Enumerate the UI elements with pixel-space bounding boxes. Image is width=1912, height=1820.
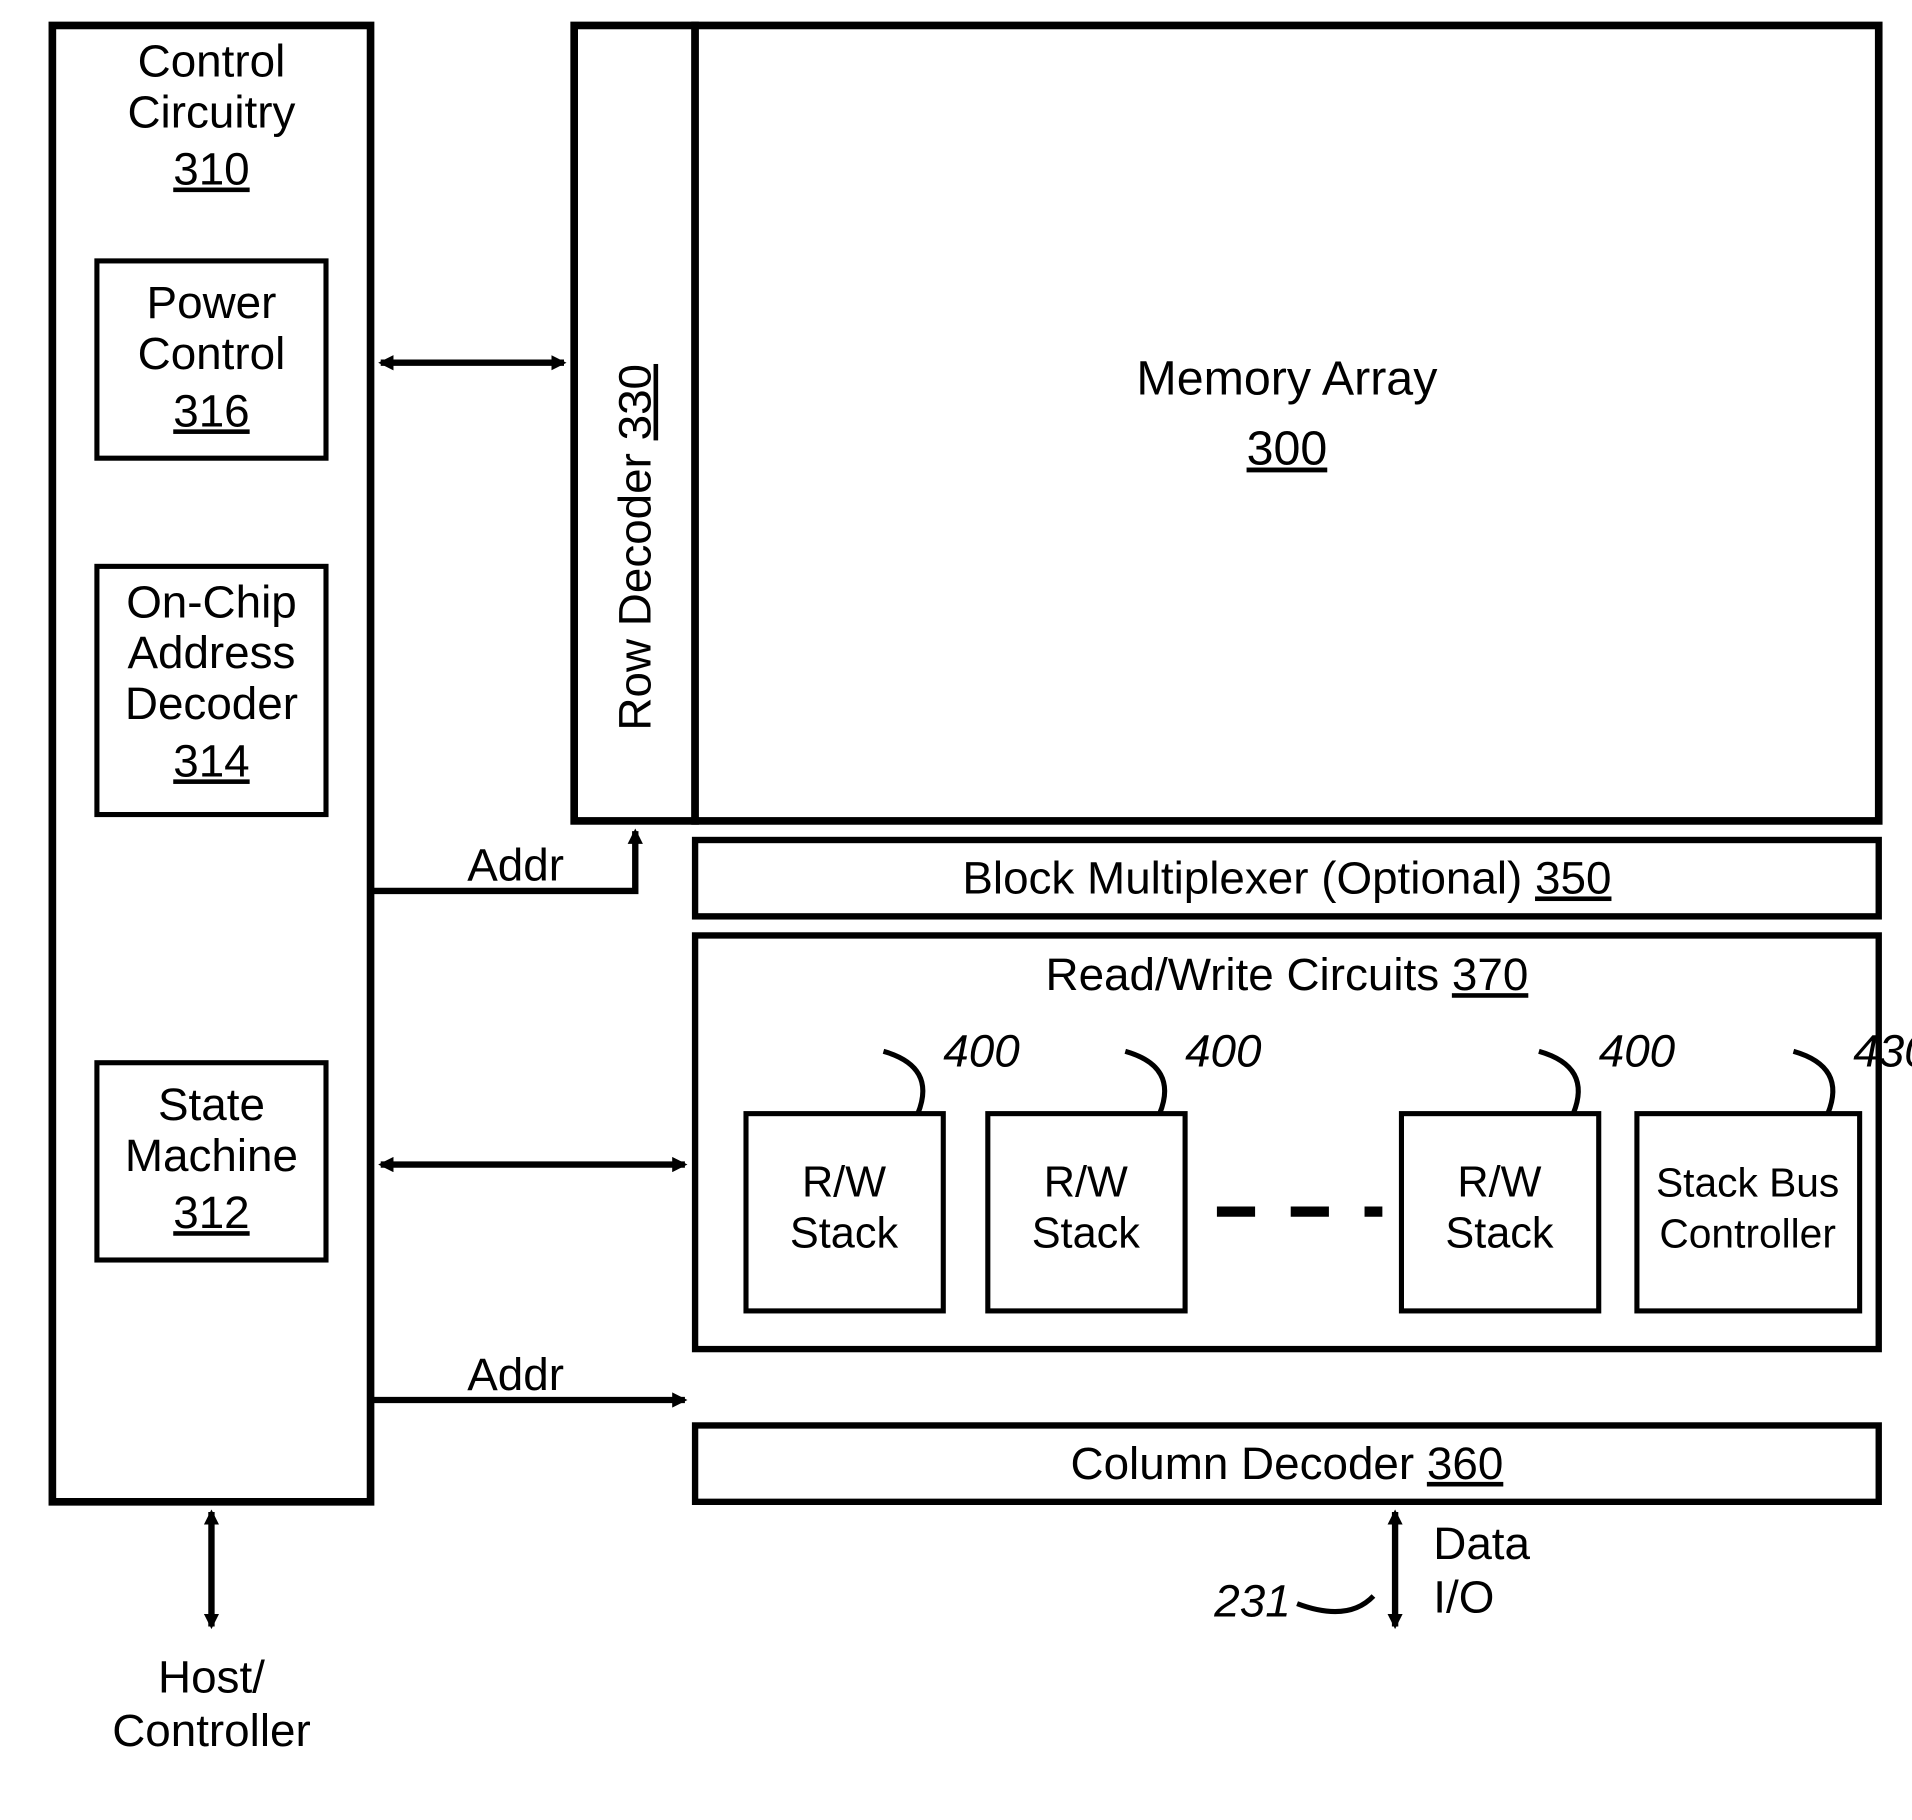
host-label-2: Controller	[112, 1705, 311, 1756]
control-circuitry-title2: Circuitry	[127, 86, 295, 137]
power-control-ref: 316	[173, 385, 249, 436]
addr-label-2: Addr	[467, 1349, 564, 1400]
data-io-label-1: Data	[1433, 1518, 1530, 1569]
addr-decoder-ref: 314	[173, 735, 249, 786]
memory-block-diagram: Control Circuitry 310 Power Control 316 …	[0, 0, 1912, 1820]
power-control-t2: Control	[138, 328, 286, 379]
addr-label-1: Addr	[467, 840, 564, 891]
stack-bus-t1: Stack Bus	[1656, 1159, 1839, 1205]
stack-bus-t2: Controller	[1659, 1210, 1836, 1256]
data-io-ref-leader	[1297, 1596, 1373, 1612]
rw-stack-2-ref: 400	[1185, 1026, 1262, 1077]
power-control-t1: Power	[147, 277, 277, 328]
column-decoder-label: Column Decoder 360	[1071, 1438, 1504, 1489]
control-circuitry-title: Control	[138, 35, 286, 86]
data-io-ref: 231	[1213, 1575, 1290, 1626]
state-machine-t1: State	[158, 1079, 265, 1130]
rw-stack-3-ref: 400	[1599, 1026, 1676, 1077]
rw-stack-2-t2: Stack	[1032, 1209, 1141, 1257]
addr-decoder-t2: Address	[127, 627, 295, 678]
memory-array-ref: 300	[1247, 422, 1328, 476]
rw-stack-1-ref: 400	[943, 1026, 1020, 1077]
stack-bus-ref: 430	[1853, 1026, 1912, 1077]
host-label-1: Host/	[158, 1652, 265, 1703]
row-decoder-label: Row Decoder 330	[610, 364, 661, 731]
addr-decoder-t1: On-Chip	[126, 576, 297, 627]
state-machine-ref: 312	[173, 1187, 249, 1238]
block-mux-label: Block Multiplexer (Optional) 350	[962, 852, 1611, 903]
memory-array-title: Memory Array	[1136, 352, 1438, 406]
rw-stack-2-t1: R/W	[1044, 1158, 1128, 1206]
addr-decoder-t3: Decoder	[125, 678, 298, 729]
state-machine-t2: Machine	[125, 1130, 298, 1181]
data-io-label-2: I/O	[1433, 1572, 1494, 1623]
control-circuitry-ref: 310	[173, 144, 249, 195]
rw-stack-3-t1: R/W	[1457, 1158, 1541, 1206]
rw-stack-1-t2: Stack	[790, 1209, 899, 1257]
rw-circuits-label: Read/Write Circuits 370	[1046, 949, 1529, 1000]
rw-stack-3-t2: Stack	[1445, 1209, 1554, 1257]
rw-stack-1-t1: R/W	[802, 1158, 886, 1206]
